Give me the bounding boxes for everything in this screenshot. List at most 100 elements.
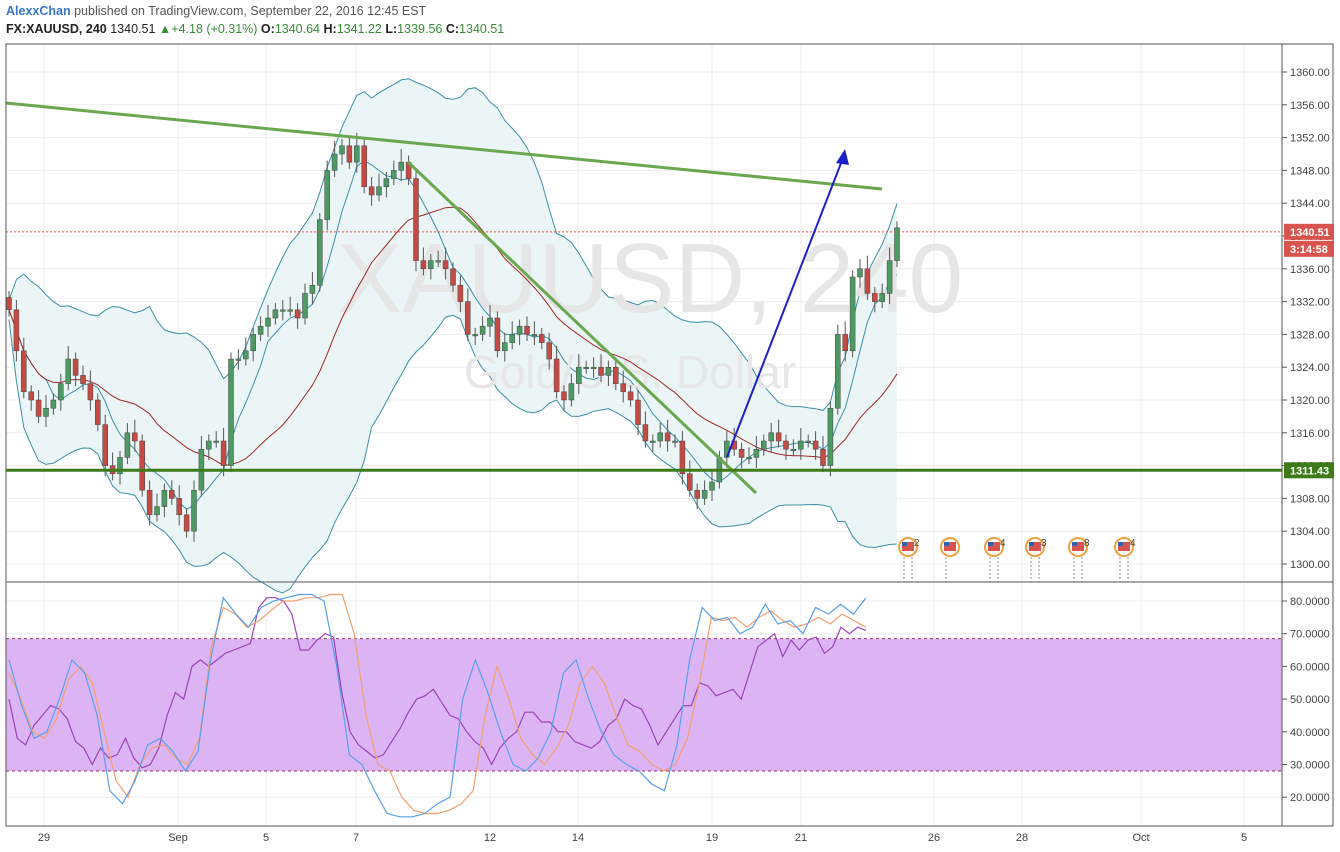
candle-body xyxy=(450,268,456,286)
y-tick-label: 1344.00 xyxy=(1290,198,1330,210)
event-flag-icon: 4 xyxy=(1114,537,1136,557)
candle-body xyxy=(35,399,42,417)
candle-body xyxy=(442,260,449,270)
author-link[interactable]: AlexxChan xyxy=(6,4,71,18)
candle-body xyxy=(87,383,94,401)
projection-arrow xyxy=(726,157,844,458)
candle xyxy=(598,354,604,382)
candle xyxy=(154,493,160,522)
candle xyxy=(21,337,27,399)
ohlc-line: FX:XAUUSD, 240 1340.51 ▲+4.18 (+0.31%) O… xyxy=(6,22,504,36)
candle-body xyxy=(857,268,863,278)
y-tick-label: 1336.00 xyxy=(1290,264,1330,276)
candle xyxy=(487,304,493,337)
candle-body xyxy=(568,383,575,401)
candle-body xyxy=(213,440,219,443)
candle xyxy=(709,468,715,501)
flag-canton xyxy=(988,542,993,546)
candle xyxy=(509,321,515,350)
candle-body xyxy=(864,268,871,294)
candle xyxy=(117,450,123,485)
countdown-label-bg xyxy=(1284,240,1334,257)
candle-body xyxy=(835,334,841,409)
candle xyxy=(576,354,582,395)
economic-events: 2 4 3 8 4 xyxy=(898,537,1136,582)
candle-body xyxy=(161,489,168,507)
candle xyxy=(28,385,34,411)
candle-body xyxy=(642,424,649,442)
low-label: L: xyxy=(385,22,398,36)
y-tick-label: 1300.00 xyxy=(1290,559,1330,571)
countdown-label-text: 3:14:58 xyxy=(1290,244,1328,256)
candle-body xyxy=(761,440,767,450)
candle xyxy=(435,250,441,268)
candle-body xyxy=(80,375,86,384)
candle xyxy=(391,160,397,186)
candle xyxy=(302,283,308,325)
candle-body xyxy=(590,366,597,369)
x-tick-label: 5 xyxy=(263,832,269,844)
candle-body xyxy=(627,391,634,401)
candle xyxy=(13,299,20,362)
osc-tick-label: 40.0000 xyxy=(1290,727,1330,739)
candle-body xyxy=(872,293,878,302)
symbol-label[interactable]: FX:XAUUSD, 240 xyxy=(6,22,107,36)
candle xyxy=(790,439,797,456)
y-tick-label: 1352.00 xyxy=(1290,133,1330,145)
candle xyxy=(687,460,693,497)
flag-stripes xyxy=(944,542,956,551)
candle xyxy=(87,370,94,411)
candle-body xyxy=(687,473,693,491)
candle xyxy=(642,411,649,448)
y-tick-label: 1320.00 xyxy=(1290,395,1330,407)
candle xyxy=(58,373,64,411)
candle-body xyxy=(206,440,212,450)
candle xyxy=(139,434,145,497)
candle xyxy=(701,480,708,505)
candle xyxy=(361,139,367,194)
candle-body xyxy=(183,514,190,532)
candle xyxy=(561,385,567,411)
x-tick-label: 7 xyxy=(353,832,359,844)
candle xyxy=(331,140,338,177)
candle xyxy=(35,390,42,423)
candle-body xyxy=(72,358,79,376)
candle-body xyxy=(842,334,848,352)
x-tick-label: 28 xyxy=(1016,832,1028,844)
candle xyxy=(161,483,168,518)
candle-body xyxy=(561,391,567,401)
chart-header: AlexxChan published on TradingView.com, … xyxy=(0,0,1340,42)
support-price-label: 1311.43 xyxy=(1284,462,1334,479)
event-flag-icon: 3 xyxy=(1025,537,1047,557)
candle-body xyxy=(265,317,271,327)
osc-tick-label: 60.0000 xyxy=(1290,661,1330,673)
watermark-symbol: XAUUSD, 240 xyxy=(337,223,963,333)
candle xyxy=(317,213,323,292)
candle xyxy=(627,385,634,407)
candle xyxy=(494,311,501,358)
candle-body xyxy=(95,399,101,425)
candle xyxy=(324,160,330,231)
candle xyxy=(864,255,871,300)
candle-body xyxy=(509,334,515,343)
x-tick-label: Oct xyxy=(1132,832,1149,844)
candle xyxy=(472,327,478,346)
y-tick-label: 1324.00 xyxy=(1290,362,1330,374)
candle-body xyxy=(657,432,663,442)
band-lower-line xyxy=(8,314,898,594)
event-count: 2 xyxy=(914,538,920,549)
candle xyxy=(50,393,57,415)
axes: 1360.00 1356.00 1352.00 1348.00 1344.00 1340.… xyxy=(5,43,1334,844)
candle-body xyxy=(302,293,308,319)
y-tick-label: 1316.00 xyxy=(1290,428,1330,440)
osc-tick-label: 80.0000 xyxy=(1290,596,1330,608)
candle xyxy=(746,447,752,464)
close-value: 1340.51 xyxy=(459,22,505,36)
candle-body xyxy=(709,481,715,491)
candle-body xyxy=(546,342,552,360)
candle-body xyxy=(280,309,286,312)
candle xyxy=(761,434,767,456)
candle-body xyxy=(435,260,441,263)
x-tick-label: 14 xyxy=(572,832,584,844)
